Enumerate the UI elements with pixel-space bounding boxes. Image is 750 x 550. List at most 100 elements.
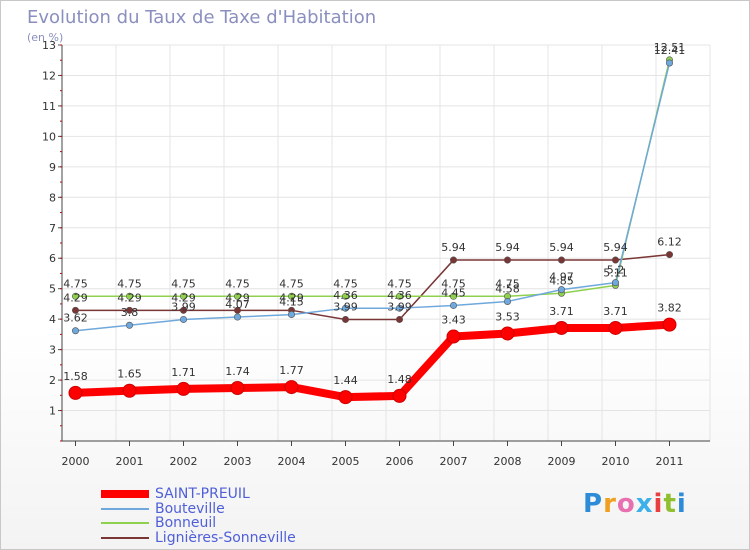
- legend-item: SAINT-PREUIL: [101, 486, 296, 503]
- y-tick-label: 3: [49, 344, 56, 357]
- data-point: [608, 320, 623, 335]
- data-point: [234, 292, 242, 300]
- data-label: 3.62: [63, 312, 88, 325]
- data-point: [287, 292, 295, 300]
- data-label: 12.51: [654, 41, 686, 54]
- legend-swatch: [101, 536, 149, 539]
- logo-letter: P: [583, 489, 604, 519]
- legend-item: Bouteville: [101, 500, 296, 517]
- data-labels-layer: 1.58 1.65 1.71 1.74 1.77 1.44 1.48 3.43 3.53 3.71…: [63, 41, 685, 387]
- series-line: [75, 253, 670, 321]
- data-point: [503, 256, 511, 264]
- data-label: 4.29: [63, 291, 88, 304]
- logo-letter: x: [635, 489, 654, 519]
- data-label: 4.29: [279, 291, 304, 304]
- data-label: 3.99: [333, 300, 358, 313]
- data-point: [180, 306, 188, 314]
- data-label: 1.77: [279, 364, 304, 377]
- data-label: 4.75: [225, 277, 250, 290]
- x-tick-label: 2009: [548, 455, 576, 468]
- data-label: 4.75: [495, 277, 520, 290]
- x-tick-label: 2002: [170, 455, 198, 468]
- y-tick-label: 1: [49, 405, 56, 418]
- data-label: 4.97: [549, 271, 574, 284]
- y-tick-label: 13: [42, 39, 56, 52]
- x-tick-label: 2006: [386, 455, 414, 468]
- data-label: 3.99: [171, 300, 196, 313]
- data-label: 4.15: [279, 296, 304, 309]
- data-label: 5.11: [603, 266, 628, 279]
- data-point: [392, 388, 407, 403]
- data-point: [126, 292, 134, 300]
- data-point: [449, 256, 457, 264]
- chart-unit: (en %): [27, 31, 64, 44]
- y-tick-label: 11: [42, 100, 56, 113]
- data-label: 4.75: [171, 277, 196, 290]
- data-point: [122, 383, 137, 398]
- data-point: [180, 315, 188, 323]
- data-label: 3.99: [387, 300, 412, 313]
- data-point: [72, 327, 80, 335]
- logo-letter: o: [616, 489, 636, 519]
- x-tick-label: 2004: [278, 455, 306, 468]
- y-tick-label: 5: [49, 283, 56, 296]
- data-point: [557, 256, 565, 264]
- data-label: 5.94: [495, 241, 520, 254]
- data-label: 4.58: [495, 282, 520, 295]
- logo-letter: i: [653, 489, 664, 519]
- legend-label: Bonneuil: [155, 515, 217, 532]
- data-point: [449, 292, 457, 300]
- data-point: [234, 306, 242, 314]
- data-label: 4.29: [117, 291, 142, 304]
- x-tick-label: 2000: [62, 455, 90, 468]
- data-label: 1.58: [63, 370, 88, 383]
- data-label: 5.2: [607, 264, 625, 277]
- series-line: [75, 59, 671, 298]
- legend-item: Lignières-Sonneville: [101, 530, 296, 546]
- data-point: [665, 251, 673, 259]
- legend-label: SAINT-PREUIL: [155, 486, 250, 503]
- x-tick-label: 2008: [494, 455, 522, 468]
- data-point: [230, 380, 245, 395]
- x-tick-label: 2005: [332, 455, 360, 468]
- data-label: 5.94: [603, 241, 628, 254]
- data-label: 1.65: [117, 368, 142, 381]
- data-point: [557, 286, 565, 294]
- data-label: 5.94: [441, 241, 466, 254]
- x-tick-label: 2011: [656, 455, 684, 468]
- data-label: 4.75: [387, 277, 412, 290]
- data-label: 4.75: [333, 277, 358, 290]
- data-point: [72, 306, 80, 314]
- data-point: [449, 301, 457, 309]
- data-point: [338, 390, 353, 405]
- logo-letter: i: [676, 489, 687, 519]
- series-line: [75, 62, 671, 332]
- y-tick-label: 4: [49, 313, 56, 326]
- y-tick-label: 7: [49, 222, 56, 235]
- y-tick-label: 8: [49, 191, 56, 204]
- data-label: 12.41: [654, 44, 686, 57]
- data-label: 3.43: [441, 314, 466, 327]
- x-tick-label: 2010: [602, 455, 630, 468]
- data-label: 3.71: [549, 305, 574, 318]
- data-label: 3.71: [603, 305, 628, 318]
- x-tick-label: 2003: [224, 455, 252, 468]
- data-point: [554, 320, 569, 335]
- legend-label: Bouteville: [155, 500, 225, 517]
- data-label: 4.07: [225, 298, 250, 311]
- data-label: 3.53: [495, 310, 520, 323]
- data-point: [176, 381, 191, 396]
- data-point: [284, 380, 299, 395]
- logo-letter: r: [603, 489, 617, 519]
- data-point: [665, 59, 673, 67]
- grid: [61, 44, 711, 441]
- data-point: [503, 297, 511, 305]
- data-point: [395, 304, 403, 312]
- legend-swatch: [101, 490, 149, 499]
- legend-swatch: [101, 507, 149, 510]
- data-point: [126, 321, 134, 329]
- legend-item: Bonneuil: [101, 515, 296, 532]
- legend-swatch: [101, 522, 149, 525]
- data-label: 4.75: [279, 277, 304, 290]
